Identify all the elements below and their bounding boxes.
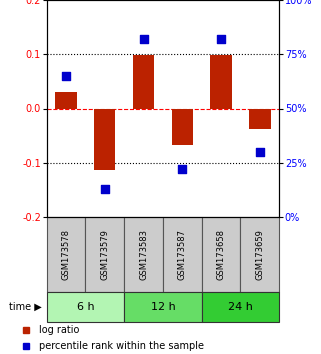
Text: percentile rank within the sample: percentile rank within the sample — [39, 341, 204, 351]
Text: GSM173583: GSM173583 — [139, 229, 148, 280]
Text: GSM173658: GSM173658 — [217, 229, 226, 280]
Point — [102, 186, 107, 192]
FancyBboxPatch shape — [124, 217, 163, 292]
Text: 24 h: 24 h — [228, 302, 253, 312]
Bar — [94, 108, 115, 170]
FancyBboxPatch shape — [85, 217, 124, 292]
FancyBboxPatch shape — [47, 217, 85, 292]
FancyBboxPatch shape — [240, 217, 279, 292]
Point — [219, 36, 224, 42]
Text: GSM173579: GSM173579 — [100, 229, 109, 280]
Text: 6 h: 6 h — [76, 302, 94, 312]
FancyBboxPatch shape — [47, 292, 124, 322]
Point — [180, 166, 185, 172]
Point — [141, 36, 146, 42]
FancyBboxPatch shape — [202, 217, 240, 292]
Text: GSM173587: GSM173587 — [178, 229, 187, 280]
FancyBboxPatch shape — [124, 292, 202, 322]
FancyBboxPatch shape — [202, 292, 279, 322]
Bar — [133, 55, 154, 108]
Bar — [172, 108, 193, 145]
Point — [257, 149, 263, 155]
Text: GSM173578: GSM173578 — [61, 229, 70, 280]
Bar — [249, 108, 271, 129]
Text: time ▶: time ▶ — [9, 302, 42, 312]
Text: log ratio: log ratio — [39, 325, 79, 335]
Text: GSM173659: GSM173659 — [256, 229, 265, 280]
Text: 12 h: 12 h — [151, 302, 175, 312]
FancyBboxPatch shape — [163, 217, 202, 292]
Bar — [211, 55, 232, 108]
Point — [63, 73, 68, 79]
Bar — [55, 92, 77, 108]
